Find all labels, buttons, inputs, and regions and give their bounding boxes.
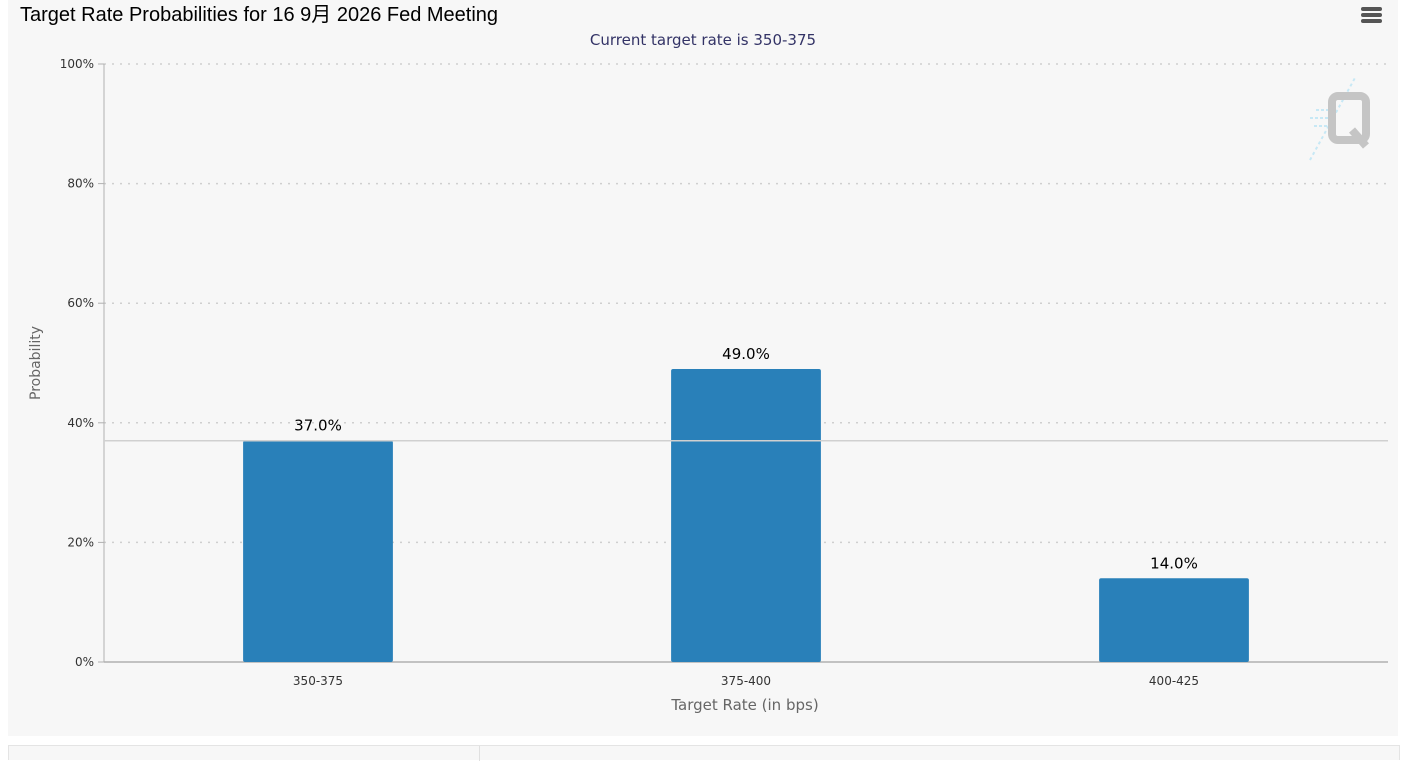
y-tick-label: 80% (67, 177, 94, 191)
y-tick-label: 40% (67, 416, 94, 430)
y-tick-label: 100% (60, 57, 94, 71)
bar-chart: 0% 20% 40% 60% 80% 100% 37.0% 49.0% 14.0% 350-3… (28, 31, 1388, 714)
x-tick-label: 350-375 (293, 674, 343, 688)
table-divider (479, 746, 480, 761)
data-label: 49.0% (722, 345, 770, 363)
data-label: 14.0% (1150, 554, 1198, 572)
x-tick-labels: 350-375 375-400 400-425 (293, 674, 1199, 688)
quikstrike-q-logo-icon (1309, 75, 1370, 161)
y-tick-label: 0% (75, 655, 94, 669)
y-axis-title: Probability (28, 326, 44, 400)
x-tick-label: 400-425 (1149, 674, 1199, 688)
menu-bar (1361, 7, 1382, 11)
hamburger-menu-icon[interactable] (1356, 2, 1386, 28)
bar-375-400[interactable] (671, 368, 821, 662)
chart-subtitle: Current target rate is 350-375 (590, 31, 816, 49)
bar-400-425[interactable] (1099, 578, 1249, 662)
data-label: 37.0% (294, 417, 342, 435)
bars (243, 368, 1249, 662)
data-labels: 37.0% 49.0% 14.0% (294, 345, 1198, 572)
bottom-table-strip (8, 745, 1400, 761)
page-title: Target Rate Probabilities for 16 9月 2026… (20, 4, 499, 26)
menu-bar (1361, 13, 1382, 17)
bar-350-375[interactable] (243, 440, 393, 662)
x-axis-title: Target Rate (in bps) (670, 696, 818, 714)
y-tick-label: 60% (67, 296, 94, 310)
y-tick-label: 20% (67, 535, 94, 549)
menu-bar (1361, 19, 1382, 23)
y-tick-labels: 0% 20% 40% 60% 80% 100% (60, 57, 104, 669)
x-tick-label: 375-400 (721, 674, 771, 688)
